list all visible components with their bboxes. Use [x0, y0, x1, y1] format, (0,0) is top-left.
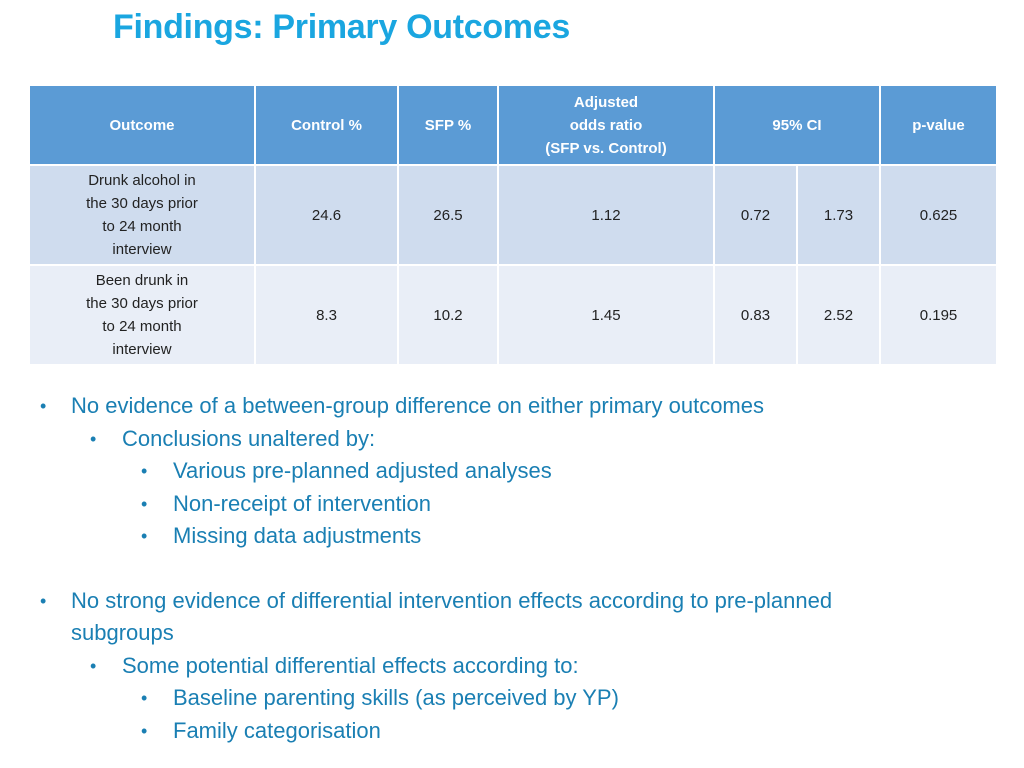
cell-outcome: Drunk alcohol in the 30 days prior to 24…	[28, 164, 256, 266]
bullet-icon: •	[141, 720, 148, 741]
bullet-item: • No strong evidence of differential int…	[36, 585, 996, 618]
header-odds-line3: (SFP vs. Control)	[545, 139, 667, 157]
bullet-text: No evidence of a between-group differenc…	[71, 393, 764, 418]
outcome-line: Drunk alcohol in	[88, 172, 196, 189]
header-odds-ratio: Adjusted odds ratio (SFP vs. Control)	[497, 84, 715, 166]
cell-control: 8.3	[254, 264, 399, 366]
bullet-text: Baseline parenting skills (as perceived …	[173, 685, 619, 710]
header-ci: 95% CI	[712, 84, 882, 166]
bullet-text: subgroups	[71, 620, 174, 645]
cell-pvalue: 0.195	[879, 264, 999, 366]
bullet-text: No strong evidence of differential inter…	[71, 587, 833, 613]
header-control: Control %	[254, 84, 399, 166]
cell-odds-ratio: 1.12	[497, 164, 715, 266]
table-row: Been drunk in the 30 days prior to 24 mo…	[28, 264, 999, 366]
bullet-text: Non-receipt of intervention	[173, 490, 432, 516]
outcome-line: interview	[112, 341, 172, 358]
bullet-item: • Baseline parenting skills (as perceive…	[36, 682, 996, 715]
cell-ci-low: 0.83	[713, 264, 798, 366]
cell-odds-ratio: 1.45	[497, 264, 715, 366]
cell-ci-high: 2.52	[795, 264, 882, 366]
header-outcome: Outcome	[28, 84, 256, 166]
cell-pvalue: 0.625	[879, 164, 999, 266]
bullet-icon: •	[40, 590, 47, 611]
header-odds-line1: Adjusted	[573, 93, 639, 111]
cell-sfp: 10.2	[397, 264, 499, 366]
results-table: Outcome Control % SFP % Adjusted odds ra…	[28, 84, 999, 366]
bullet-item: • Some potential differential effects ac…	[36, 650, 996, 683]
bullet-icon: •	[141, 526, 148, 546]
bullet-icon: •	[40, 396, 47, 416]
outcome-line: the 30 days prior	[86, 195, 198, 212]
bullet-item: • Non-receipt of intervention	[36, 488, 996, 521]
outcome-line: interview	[112, 241, 172, 258]
bullet-text: Conclusions unaltered by:	[122, 425, 376, 451]
bullet-text: Some potential differential effects acco…	[122, 652, 579, 678]
bullet-item: • Family categorisation	[36, 715, 996, 748]
outcome-line: to 24 month	[102, 318, 182, 335]
cell-ci-low: 0.72	[713, 164, 798, 266]
bullet-icon: •	[141, 461, 148, 481]
bullet-item: • Conclusions unaltered by:	[36, 423, 996, 456]
bullet-item: • Various pre-planned adjusted analyses	[36, 455, 996, 488]
header-pvalue: p-value	[879, 84, 999, 166]
outcome-line: the 30 days prior	[86, 295, 198, 312]
header-sfp: SFP %	[397, 84, 499, 166]
cell-sfp: 26.5	[397, 164, 499, 266]
cell-control: 24.6	[254, 164, 399, 266]
header-odds-line2: odds ratio	[569, 116, 643, 134]
bullet-icon: •	[141, 493, 148, 514]
table-header-row: Outcome Control % SFP % Adjusted odds ra…	[28, 84, 999, 166]
bullet-text: Missing data adjustments	[173, 523, 422, 548]
bullet-list: • No evidence of a between-group differe…	[36, 390, 996, 747]
page-title: Findings: Primary Outcomes	[113, 8, 570, 46]
outcome-line: to 24 month	[102, 218, 182, 235]
cell-ci-high: 1.73	[795, 164, 882, 266]
spacer	[36, 553, 996, 585]
bullet-icon: •	[90, 428, 97, 449]
table-row: Drunk alcohol in the 30 days prior to 24…	[28, 164, 999, 266]
bullet-text: Various pre-planned adjusted analyses	[173, 458, 552, 483]
bullet-item: • Missing data adjustments	[36, 520, 996, 553]
bullet-item: • No evidence of a between-group differe…	[36, 390, 996, 423]
cell-outcome: Been drunk in the 30 days prior to 24 mo…	[28, 264, 256, 366]
bullet-text: Family categorisation	[173, 717, 381, 743]
bullet-icon: •	[141, 688, 148, 708]
bullet-icon: •	[90, 655, 97, 676]
outcome-line: Been drunk in	[95, 272, 189, 289]
bullet-continuation: subgroups	[36, 617, 996, 650]
